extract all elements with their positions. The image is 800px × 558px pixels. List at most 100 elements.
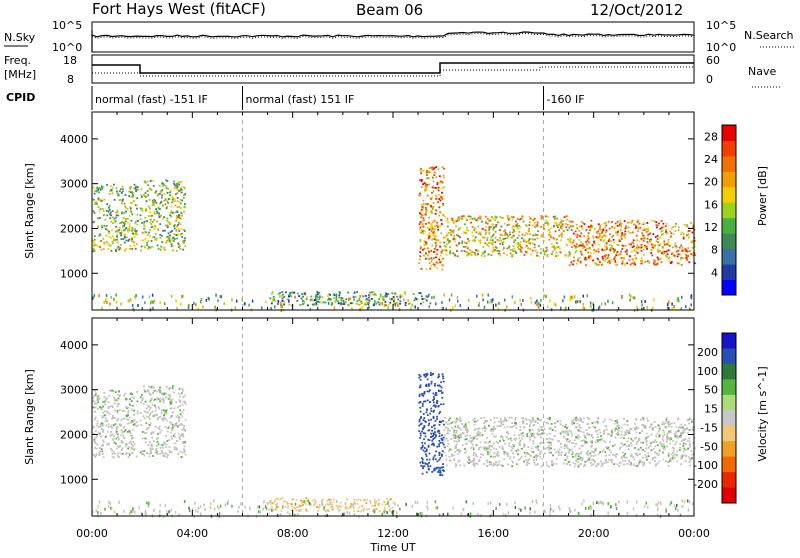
scatter-cell: [428, 429, 430, 431]
scatter-cell: [614, 444, 616, 446]
scatter-cell: [688, 456, 690, 458]
scatter-cell: [590, 455, 592, 457]
scatter-cell: [432, 177, 434, 179]
scatter-cell: [636, 432, 638, 434]
scatter-cell: [132, 437, 134, 439]
scatter-cell: [543, 240, 545, 242]
scatter-cell: [627, 438, 629, 440]
scatter-cell: [499, 243, 501, 245]
scatter-cell: [430, 223, 432, 225]
scatter-cell: [106, 425, 108, 427]
scatter-cell: [94, 294, 96, 297]
scatter-cell: [580, 440, 582, 442]
scatter-cell: [125, 248, 127, 250]
scatter-cell: [667, 253, 669, 255]
scatter-cell: [419, 229, 421, 231]
scatter-cell: [631, 445, 633, 447]
scatter-cell: [358, 499, 360, 501]
scatter-cell: [126, 443, 128, 445]
scatter-cell: [625, 225, 627, 227]
scatter-cell: [487, 465, 489, 467]
scatter-cell: [575, 252, 577, 254]
scatter-cell: [529, 426, 531, 428]
scatter-cell: [676, 504, 678, 507]
scatter-cell: [535, 464, 537, 466]
scatter-cell: [151, 189, 153, 191]
scatter-cell: [445, 422, 447, 424]
scatter-cell: [454, 451, 456, 453]
scatter-cell: [438, 469, 440, 471]
scatter-cell: [522, 234, 524, 236]
scatter-cell: [360, 499, 362, 501]
station-title: Fort Hays West (fitACF): [92, 0, 266, 18]
scatter-cell: [604, 451, 606, 453]
scatter-cell: [281, 291, 283, 293]
scatter-cell: [617, 234, 619, 236]
scatter-cell: [658, 251, 660, 253]
scatter-cell: [421, 431, 423, 433]
scatter-cell: [636, 245, 638, 247]
scatter-cell: [489, 227, 491, 229]
scatter-cell: [655, 452, 657, 454]
scatter-cell: [334, 306, 336, 309]
scatter-cell: [430, 226, 432, 228]
scatter-cell: [473, 454, 475, 456]
scatter-cell: [419, 179, 421, 181]
scatter-cell: [419, 395, 421, 397]
scatter-cell: [431, 197, 433, 199]
scatter-cell: [117, 412, 119, 414]
scatter-cell: [436, 400, 438, 402]
scatter-cell: [306, 510, 308, 512]
scatter-cell: [163, 416, 165, 418]
scatter-cell: [614, 250, 616, 252]
scatter-cell: [428, 468, 430, 470]
scatter-cell: [579, 235, 581, 237]
scatter-cell: [683, 233, 685, 235]
scatter-cell: [435, 242, 437, 244]
scatter-cell: [172, 197, 174, 199]
scatter-cell: [124, 229, 126, 231]
scatter-cell: [100, 407, 102, 409]
scatter-cell: [591, 446, 593, 448]
scatter-cell: [270, 500, 272, 503]
scatter-cell: [442, 378, 444, 380]
scatter-cell: [351, 505, 353, 508]
scatter-cell: [666, 441, 668, 443]
scatter-cell: [676, 251, 678, 253]
scatter-cell: [281, 510, 283, 512]
scatter-cell: [435, 506, 437, 509]
scatter-cell: [135, 248, 137, 250]
scatter-cell: [306, 497, 308, 499]
scatter-cell: [519, 442, 521, 444]
scatter-cell: [619, 448, 621, 450]
scatter-cell: [148, 240, 150, 242]
scatter-cell: [134, 228, 136, 230]
scatter-cell: [363, 509, 365, 512]
scatter-cell: [636, 454, 638, 456]
scatter-cell: [532, 219, 534, 221]
scatter-cell: [428, 462, 430, 464]
scatter-cell: [493, 417, 495, 419]
scatter-cell: [442, 439, 444, 441]
scatter-cell: [524, 254, 526, 256]
scatter-cell: [349, 304, 351, 307]
scatter-cell: [502, 249, 504, 251]
scatter-cell: [115, 250, 117, 252]
scatter-cell: [685, 449, 687, 451]
scatter-cell: [622, 257, 624, 259]
scatter-cell: [438, 168, 440, 170]
scatter-cell: [667, 423, 669, 425]
scatter-cell: [648, 262, 650, 264]
scatter-cell: [160, 202, 162, 204]
scatter-cell: [420, 211, 422, 213]
scatter-cell: [108, 407, 110, 409]
scatter-cell: [360, 300, 362, 303]
scatter-cell: [456, 418, 458, 420]
scatter-cell: [593, 252, 595, 254]
scatter-cell: [174, 407, 176, 409]
scatter-cell: [428, 237, 430, 239]
scatter-cell: [518, 235, 520, 237]
scatter-cell: [498, 464, 500, 466]
scatter-cell: [623, 235, 625, 237]
scatter-cell: [420, 401, 422, 403]
